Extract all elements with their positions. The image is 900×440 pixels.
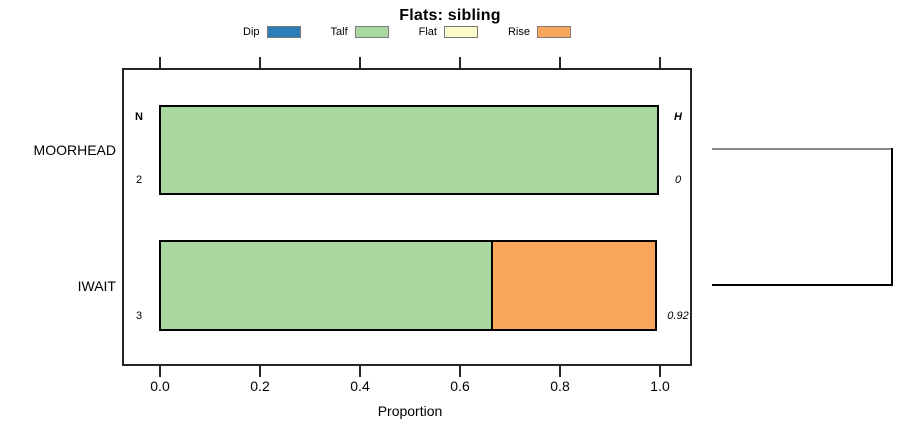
height-value: 0 [674,174,682,186]
x-tick-top [359,57,361,68]
legend-item-flat: Flat [419,26,478,38]
x-tick-top [159,57,161,68]
x-tick-top [559,57,561,68]
category-label-iwait: IWAIT [77,277,116,294]
x-tick-label: 0.0 [150,378,170,394]
legend-swatch [354,26,389,38]
x-tick-top [259,57,261,68]
legend-swatch [266,26,301,38]
x-tick-bottom [159,366,161,377]
category-label-moorhead: MOORHEAD [33,142,116,158]
x-tick-bottom [459,366,461,377]
x-tick-bottom [359,366,361,377]
chart-title: Flats: sibling [399,7,501,24]
legend-item-talf: Talf [331,26,389,38]
legend-label: Dip [243,26,260,38]
dendrogram-link-vertical [891,148,893,286]
legend-label: Flat [418,26,437,38]
count-value: 2 [135,174,143,186]
x-tick-label: 1.0 [650,378,670,394]
legend-label: Rise [507,26,530,38]
legend-label: Talf [330,26,348,38]
x-tick-label: 0.8 [550,378,570,394]
bar-segment-talf [159,240,493,331]
plot-box [122,68,692,366]
height-column-header: H [674,111,682,123]
x-tick-top [659,57,661,68]
x-tick-bottom [259,366,261,377]
count-column-header: N [135,111,143,123]
bar-segment-rise [490,240,657,331]
bar-moorhead [159,105,659,195]
bar-segment-talf [159,105,659,195]
dendrogram-link-top [712,148,893,150]
x-tick-label: 0.6 [450,378,470,394]
x-tick-top [459,57,461,68]
dendrogram-link-bottom [712,284,893,286]
x-tick-bottom [559,366,561,377]
x-tick-label: 0.4 [350,378,370,394]
bar-iwait [159,240,659,331]
legend-swatch [443,26,478,38]
legend: Dip Talf Flat Rise [122,25,692,39]
legend-item-rise: Rise [508,26,571,38]
height-value: 0.92 [667,310,689,322]
x-axis-label: Proportion [377,403,443,419]
legend-item-dip: Dip [243,26,301,38]
x-tick-label: 0.2 [250,378,270,394]
count-value: 3 [135,310,143,322]
legend-swatch [537,26,571,38]
x-tick-bottom [659,366,661,377]
